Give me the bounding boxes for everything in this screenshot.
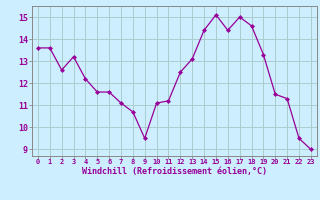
X-axis label: Windchill (Refroidissement éolien,°C): Windchill (Refroidissement éolien,°C) [82,167,267,176]
